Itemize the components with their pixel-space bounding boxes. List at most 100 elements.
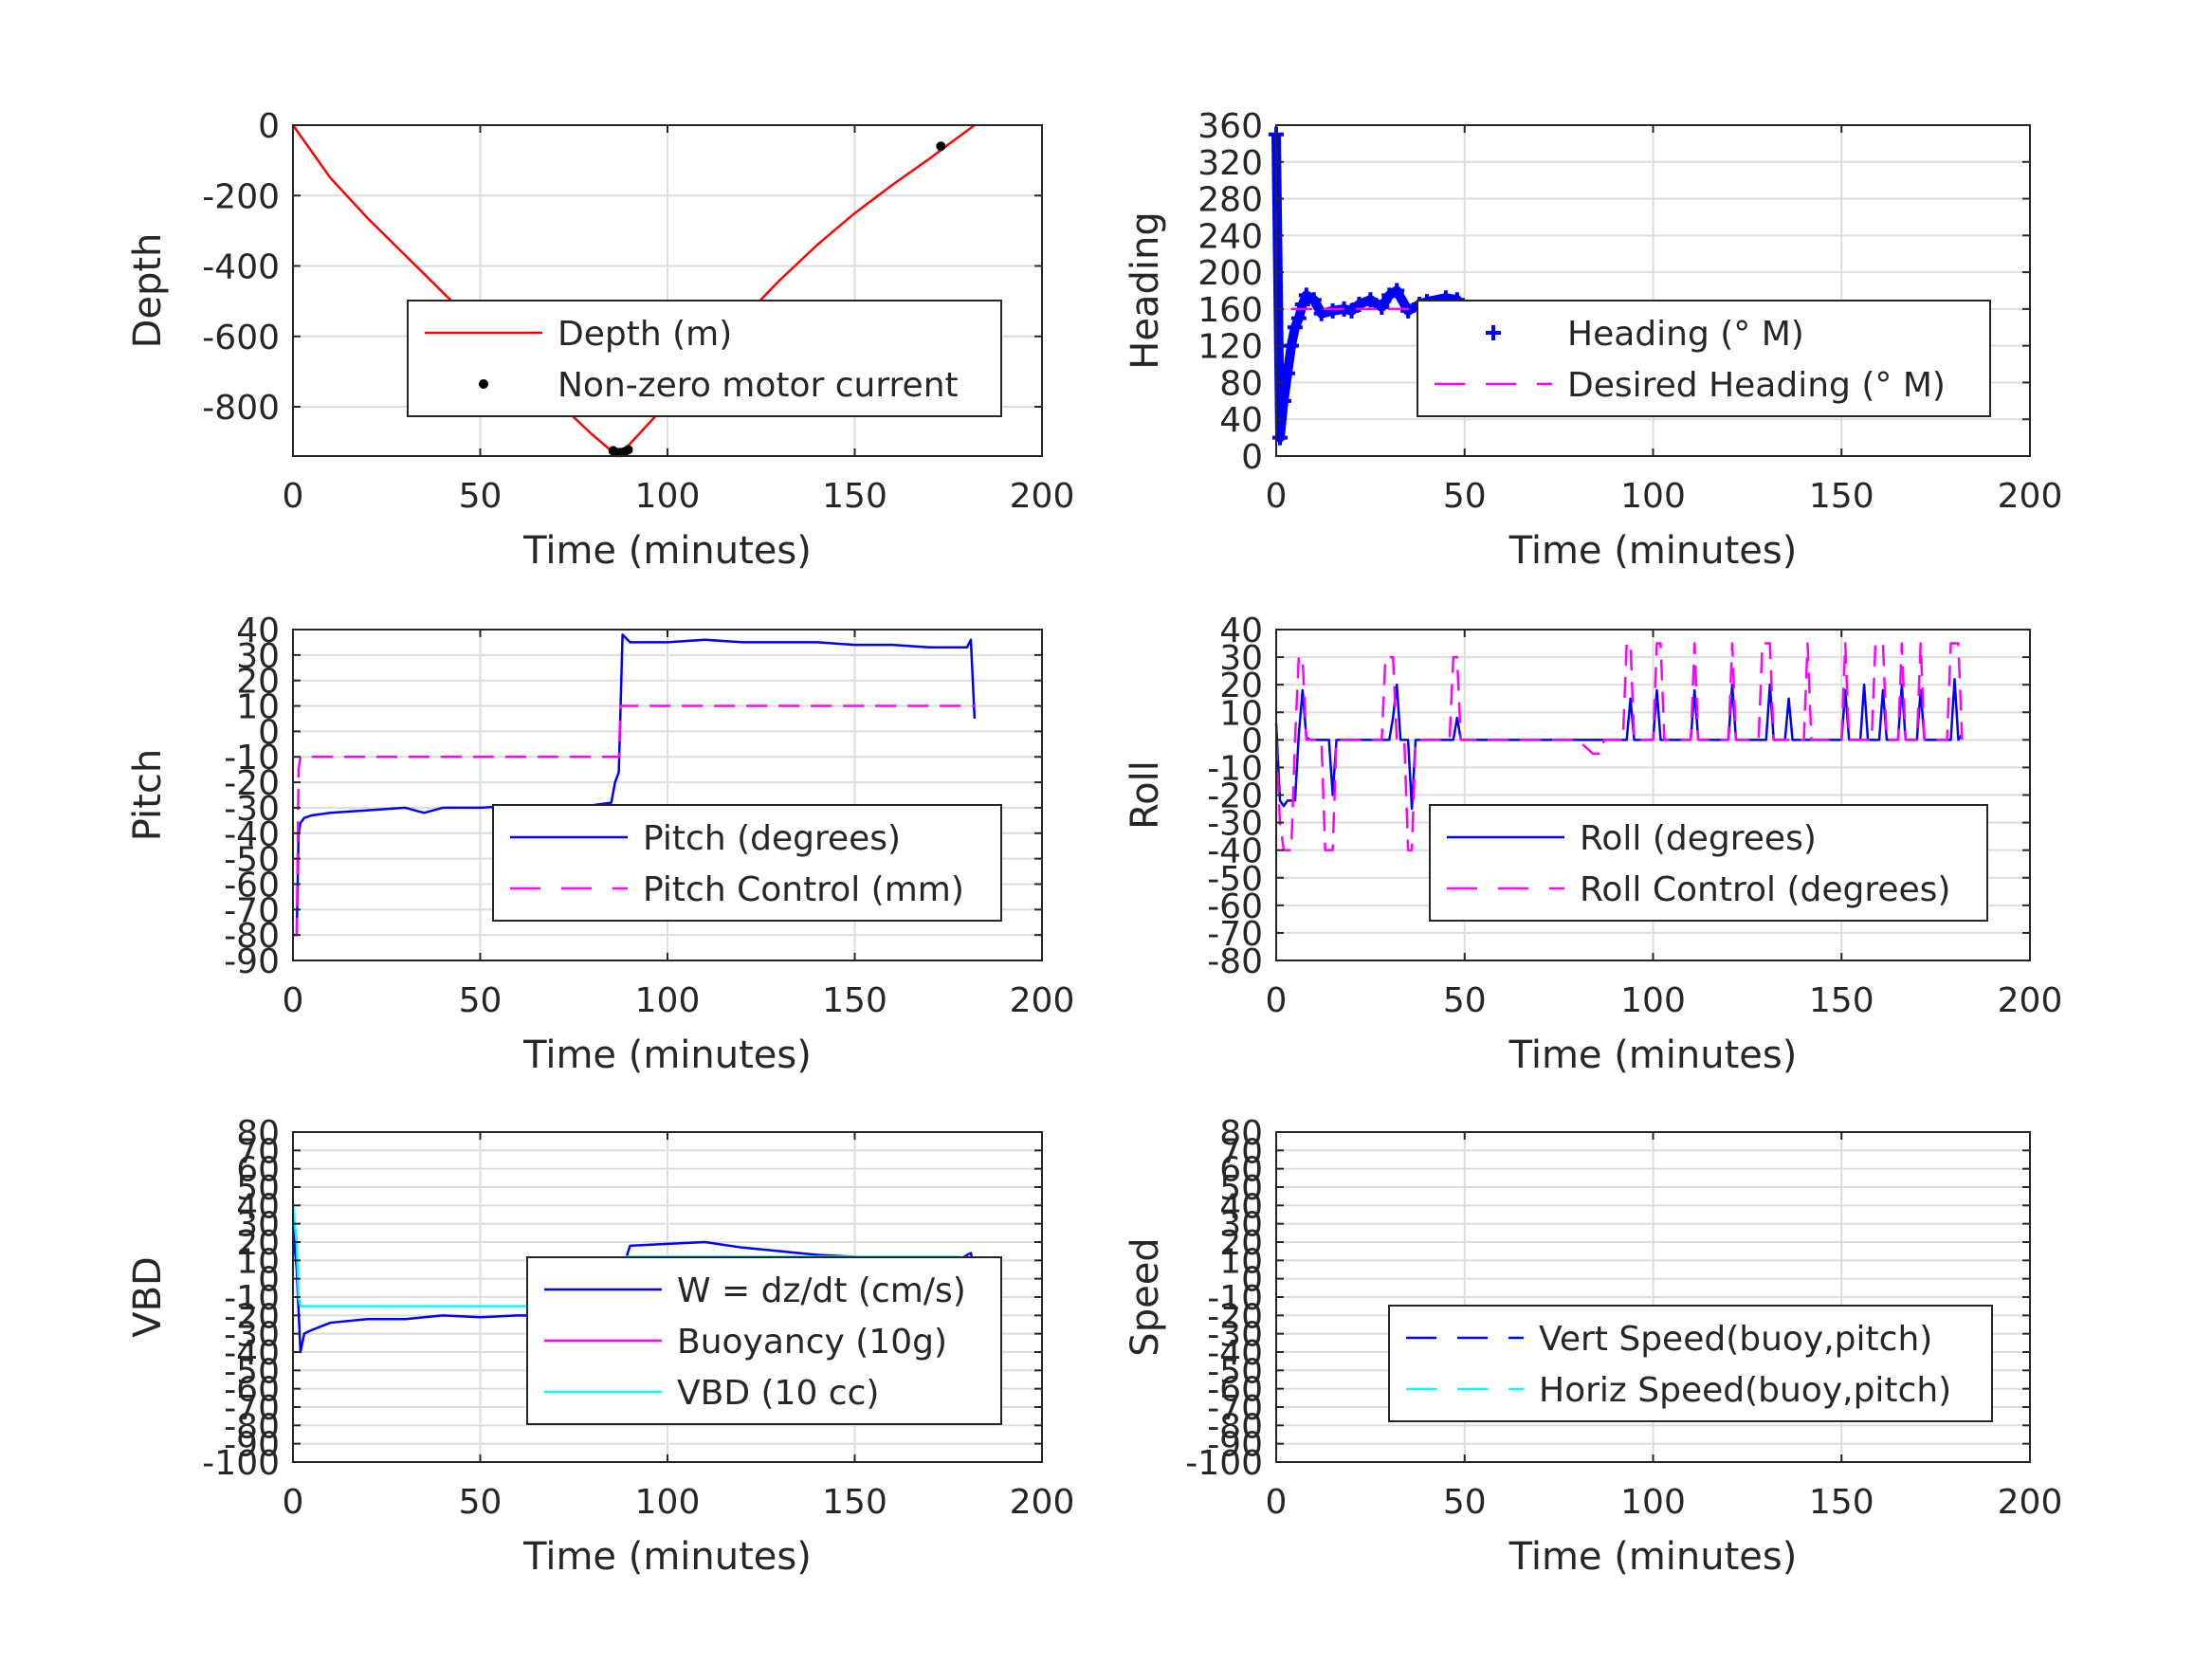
x-tick-label: 0 — [1266, 477, 1288, 516]
y-tick-label: -90 — [224, 942, 280, 981]
x-tick-label: 50 — [1443, 477, 1487, 516]
legend-label: Heading (° M) — [1567, 315, 1804, 354]
y-tick-label: 30 — [1219, 639, 1263, 678]
y-tick-label: -60 — [224, 1371, 280, 1410]
y-tick-label: 0 — [258, 713, 280, 752]
x-tick-label: 100 — [635, 1483, 701, 1522]
data-point-heading — [1279, 365, 1295, 381]
y-tick-label: -40 — [1207, 1334, 1263, 1373]
x-tick-label: 0 — [283, 1483, 304, 1522]
legend-label: Desired Heading (° M) — [1567, 366, 1946, 405]
y-tick-label: 40 — [236, 612, 280, 650]
y-tick-label: -80 — [1207, 1407, 1263, 1446]
y-tick-label: 0 — [1241, 438, 1263, 477]
x-tick-label: 200 — [1998, 1483, 2063, 1522]
x-tick-label: 200 — [1010, 477, 1075, 516]
y-tick-label: -40 — [1207, 832, 1263, 871]
y-tick-label: 40 — [1219, 612, 1263, 650]
x-axis-label: Time (minutes) — [522, 1033, 812, 1077]
y-tick-label: -50 — [1207, 860, 1263, 899]
x-tick-label: 50 — [459, 1483, 503, 1522]
y-axis-label: Roll — [1124, 760, 1167, 830]
x-tick-label: 150 — [822, 1483, 887, 1522]
y-tick-label: -40 — [224, 1334, 280, 1373]
x-tick-label: 0 — [1266, 1483, 1288, 1522]
y-tick-label: -20 — [1207, 1297, 1263, 1336]
y-tick-label: -800 — [202, 389, 280, 428]
y-tick-label: -10 — [1207, 1279, 1263, 1318]
y-tick-label: -50 — [224, 841, 280, 880]
y-axis-label: Depth — [126, 233, 170, 349]
y-tick-label: 80 — [1219, 364, 1263, 403]
y-tick-label: -10 — [1207, 749, 1263, 788]
legend-label: Pitch Control (mm) — [643, 870, 964, 909]
x-tick-label: 50 — [1443, 1483, 1487, 1522]
y-tick-label: 10 — [236, 1242, 280, 1281]
x-tick-label: 150 — [822, 981, 887, 1020]
legend-box — [492, 804, 1002, 922]
legend: Pitch (degrees) Pitch Control (mm) — [492, 804, 1002, 922]
x-tick-label: 150 — [1809, 477, 1874, 516]
y-tick-label: 240 — [1197, 217, 1263, 256]
y-tick-label: -600 — [202, 319, 280, 357]
y-tick-label: 160 — [1197, 291, 1263, 330]
y-tick-label: 200 — [1197, 254, 1263, 293]
y-tick-label: 60 — [1219, 1151, 1263, 1190]
y-tick-label: -40 — [224, 815, 280, 854]
data-point-heading — [1271, 430, 1288, 446]
y-tick-label: -90 — [1207, 1426, 1263, 1465]
legend: W = dz/dt (cm/s) Buoyancy (10g) VBD (10 cc… — [526, 1256, 1002, 1425]
x-tick-label: 100 — [1620, 1483, 1686, 1522]
y-tick-label: 40 — [236, 1187, 280, 1226]
y-tick-label: 20 — [1219, 667, 1263, 705]
data-point-motor-current — [936, 141, 946, 152]
data-point-heading — [1306, 292, 1322, 308]
y-tick-label: 0 — [258, 107, 280, 146]
x-tick-label: 0 — [283, 477, 304, 516]
data-point-heading — [1290, 310, 1307, 326]
data-point-heading — [1362, 292, 1379, 308]
y-tick-label: 50 — [236, 1169, 280, 1208]
y-tick-label: 30 — [1219, 1206, 1263, 1245]
chart-depth: 0 50 100 150 200 0 -200 -400 -600 -800 Time (minut… — [126, 107, 1074, 573]
x-axis-label: Time (minutes) — [1508, 1033, 1798, 1077]
y-tick-label: 20 — [1219, 1224, 1263, 1263]
legend-box — [1388, 1305, 1993, 1422]
data-point-heading — [1400, 302, 1417, 319]
y-axis-label: Pitch — [126, 749, 170, 841]
x-tick-label: 200 — [1010, 1483, 1075, 1522]
y-tick-label: -70 — [224, 1389, 280, 1428]
legend: Heading (° M) Desired Heading (° M) — [1417, 300, 1991, 417]
y-tick-label: -80 — [224, 1407, 280, 1446]
chart-heading: 0 50 100 150 20004080120160200240280320360Ti… — [1124, 107, 2062, 573]
y-tick-label: -50 — [1207, 1352, 1263, 1391]
y-tick-label: -30 — [224, 790, 280, 829]
y-axis-label: Heading — [1124, 211, 1167, 369]
legend-label: VBD (10 cc) — [677, 1374, 879, 1413]
x-axis-label: Time (minutes) — [1508, 1535, 1798, 1579]
y-tick-label: -50 — [224, 1352, 280, 1391]
y-tick-label: 30 — [236, 1206, 280, 1245]
y-tick-label: -90 — [224, 1426, 280, 1465]
chart-vbd: 0 50 100 150 20080706050403020100-10-20-30-4… — [126, 1114, 1074, 1579]
legend-label: Vert Speed(buoy,pitch) — [1539, 1320, 1932, 1359]
x-tick-label: 0 — [1266, 981, 1288, 1020]
y-tick-label: 20 — [236, 1224, 280, 1263]
y-tick-label: -20 — [224, 764, 280, 803]
x-tick-label: 150 — [1809, 981, 1874, 1020]
y-tick-label: 80 — [1219, 1114, 1263, 1153]
y-tick-label: 50 — [1219, 1169, 1263, 1208]
x-tick-label: 150 — [1809, 1483, 1874, 1522]
x-tick-label: 0 — [283, 981, 304, 1020]
y-tick-label: -20 — [1207, 777, 1263, 816]
data-point-heading — [1287, 320, 1303, 336]
y-tick-label: -60 — [1207, 1371, 1263, 1410]
y-tick-label: 10 — [236, 688, 280, 727]
y-tick-label: -60 — [224, 866, 280, 905]
legend-label: W = dz/dt (cm/s) — [677, 1271, 966, 1310]
y-tick-label: -60 — [1207, 887, 1263, 926]
chart-pitch: 0 50 100 150 200403020100-10-20-30-40-50-60-… — [126, 612, 1074, 1077]
y-tick-label: 0 — [1241, 722, 1263, 760]
